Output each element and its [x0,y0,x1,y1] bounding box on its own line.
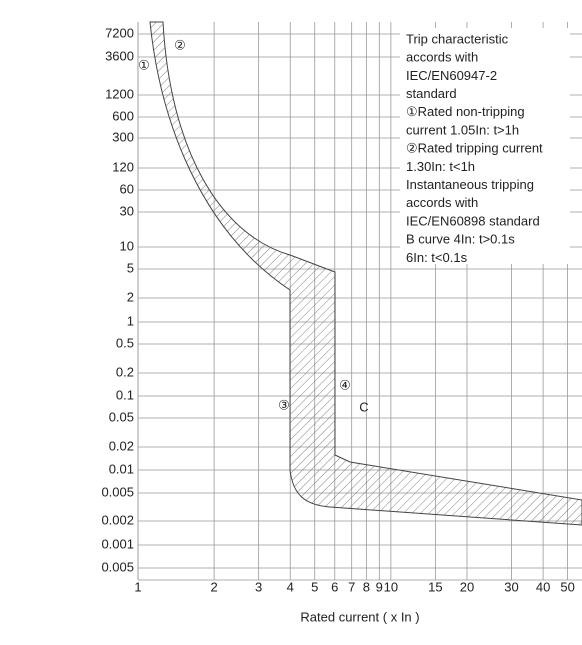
x-tick-label: 15 [428,579,442,594]
x-tick-label: 1 [134,579,141,594]
note-line: IEC/EN60898 standard [406,213,540,228]
y-tick-label: 0.2 [116,364,134,379]
y-tick-label: 0.005 [101,559,134,574]
marker: ② [174,37,186,52]
x-tick-label: 6 [331,579,338,594]
x-tick-label: 3 [255,579,262,594]
marker: C [359,399,368,414]
note-line: current 1.05In: t>1h [406,122,519,137]
note-line: accords with [406,50,478,65]
marker: ① [138,57,150,72]
y-tick-label: 300 [112,129,134,144]
y-tick-label: 600 [112,108,134,123]
marker: ④ [339,377,351,392]
note-line: B curve 4In: t>0.1s [406,232,515,247]
trip-band [149,21,582,526]
x-tick-label: 40 [536,579,550,594]
x-tick-label: 4 [287,579,294,594]
x-axis-label: Rated current ( x In ) [300,609,419,624]
y-tick-label: 10 [120,238,134,253]
note-line: ①Rated non-tripping [406,104,525,119]
x-tick-label: 30 [504,579,518,594]
y-tick-label: 0.001 [101,536,134,551]
y-tick-label: 0.1 [116,387,134,402]
y-tick-label: 1 [127,313,134,328]
x-tick-label: 5 [311,579,318,594]
note-line: Instantaneous tripping [406,177,534,192]
x-tick-label: 7 [348,579,355,594]
note-line: 6In: t<0.1s [406,250,468,265]
y-tick-label: 120 [112,159,134,174]
marker: ③ [278,397,290,412]
y-tick-label: 3600 [105,48,134,63]
note-line: standard [406,86,457,101]
note-line: IEC/EN60947-2 [406,68,497,83]
y-tick-label: 7200 [105,25,134,40]
y-tick-label: 30 [120,203,134,218]
note-line: Trip characteristic [406,31,509,46]
y-tick-label: 1200 [105,86,134,101]
notes-box [400,28,570,264]
notes: Trip characteristic accords with IEC/EN609… [406,31,543,264]
x-tick-label: 10 [384,579,398,594]
y-tick-label: 0.5 [116,335,134,350]
y-tick-label: 0.05 [109,409,134,424]
y-tick-label: 0.01 [109,461,134,476]
x-tick-label: 8 [363,579,370,594]
x-tick-label: 50 [560,579,574,594]
note-line: accords with [406,195,478,210]
x-tick-label: 2 [211,579,218,594]
y-tick-label: 0.005 [101,484,134,499]
y-tick-label: 60 [120,181,134,196]
x-tick-label: 9 [376,579,383,594]
x-tick-label: 20 [460,579,474,594]
y-tick-label: 0.02 [109,438,134,453]
y-tick-label: 2 [127,289,134,304]
y-tick-label: 0.002 [101,512,134,527]
note-line: 1.30In: t<1h [406,159,475,174]
y-tick-label: 5 [127,260,134,275]
note-line: ②Rated tripping current [406,141,543,156]
